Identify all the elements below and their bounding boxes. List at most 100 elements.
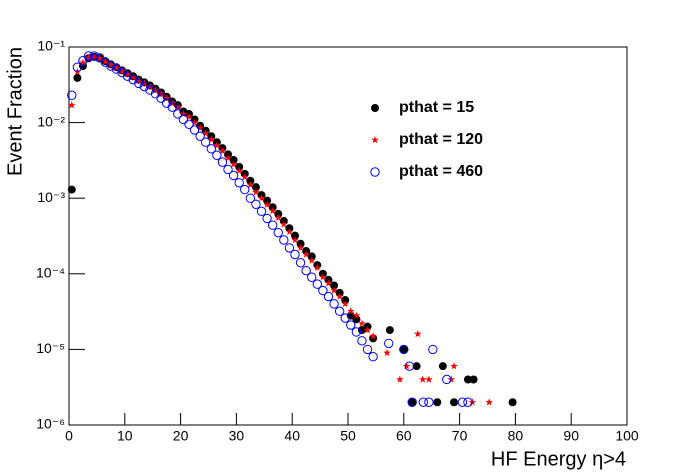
- star-marker: [257, 194, 266, 202]
- star-marker: [402, 362, 411, 370]
- star-marker: [268, 206, 277, 215]
- legend-label: pthat = 15: [399, 99, 474, 116]
- open-circle-marker: [184, 119, 194, 129]
- open-circle-marker: [267, 220, 278, 230]
- open-circle-marker: [357, 336, 367, 346]
- filled-circle-marker: [73, 73, 82, 82]
- open-circle-marker: [318, 285, 328, 296]
- open-circle-marker: [217, 157, 228, 167]
- open-circle-marker: [428, 344, 438, 355]
- star-marker: [363, 326, 372, 334]
- y-tick-label: 10⁻⁵: [36, 340, 65, 356]
- open-circle-marker: [83, 51, 94, 61]
- y-tick-label: 10⁻⁴: [36, 265, 65, 281]
- star-marker: [95, 54, 104, 62]
- star-marker: [341, 299, 350, 308]
- star-marker: [240, 173, 249, 181]
- filled-circle-marker: [450, 398, 459, 407]
- x-tick-label: 90: [563, 428, 579, 444]
- filled-circle-marker: [438, 362, 447, 371]
- filled-circle-marker: [290, 231, 299, 240]
- filled-circle-marker: [371, 104, 379, 112]
- open-circle-marker: [156, 93, 166, 103]
- x-tick-label: 20: [173, 428, 189, 444]
- star-marker: [396, 375, 404, 383]
- star-marker: [285, 227, 294, 235]
- filled-circle-marker: [369, 334, 378, 343]
- filled-circle-marker: [385, 326, 394, 335]
- star-marker: [140, 79, 149, 87]
- star-marker: [213, 141, 221, 149]
- open-circle-marker: [399, 344, 409, 355]
- open-circle-marker: [134, 78, 144, 89]
- filled-circle-marker: [408, 398, 417, 407]
- filled-circle-marker: [508, 398, 517, 407]
- x-tick-label: 70: [452, 428, 468, 444]
- y-tick-label: 10⁻¹: [37, 38, 65, 54]
- open-circle-marker: [404, 361, 415, 371]
- star-marker: [129, 73, 137, 81]
- open-circle-marker: [279, 235, 289, 245]
- star-marker: [371, 136, 379, 144]
- y-axis-title: Event Fraction: [4, 47, 26, 176]
- filled-circle-marker: [352, 315, 361, 324]
- open-circle-marker: [173, 109, 183, 119]
- open-circle-marker: [212, 150, 222, 160]
- open-circle-marker: [195, 131, 205, 141]
- open-circle-marker: [139, 81, 150, 92]
- filled-circle-marker: [412, 362, 421, 371]
- star-marker: [190, 118, 199, 126]
- filled-circle-marker: [246, 176, 255, 185]
- star-marker: [229, 160, 238, 168]
- star-marker: [123, 69, 132, 78]
- star-marker: [174, 103, 182, 111]
- filled-circle-marker: [263, 196, 272, 205]
- star-marker: [252, 188, 260, 196]
- star-marker: [263, 200, 271, 208]
- star-marker: [79, 58, 87, 66]
- star-marker: [369, 332, 377, 340]
- filled-circle-marker: [67, 185, 76, 194]
- star-marker: [67, 101, 76, 109]
- open-circle-marker: [201, 137, 211, 147]
- open-circle-marker: [323, 291, 334, 302]
- open-circle-marker: [228, 170, 239, 181]
- star-marker: [224, 154, 232, 162]
- filled-circle-marker: [235, 162, 244, 171]
- open-circle-marker: [457, 397, 468, 407]
- open-circle-marker: [245, 193, 256, 203]
- y-tick-label: 10⁻⁶: [36, 416, 65, 432]
- filled-circle-marker: [399, 345, 408, 354]
- open-circle-marker: [284, 243, 295, 253]
- x-tick-label: 80: [508, 428, 524, 444]
- legend-label: pthat = 460: [399, 163, 483, 180]
- open-circle-marker: [262, 213, 272, 224]
- star-marker: [84, 53, 93, 62]
- open-circle-marker: [189, 125, 200, 135]
- star-marker: [307, 256, 316, 264]
- open-circle-marker: [301, 265, 311, 276]
- star-marker: [425, 375, 433, 383]
- filled-circle-marker: [229, 156, 238, 165]
- star-marker: [101, 57, 110, 65]
- open-circle-marker: [384, 338, 394, 349]
- star-marker: [134, 76, 143, 84]
- x-tick-label: 100: [615, 428, 639, 444]
- star-marker: [330, 286, 338, 294]
- filled-circle-marker: [307, 252, 316, 261]
- open-circle-marker: [78, 55, 88, 66]
- star-marker: [346, 307, 355, 315]
- y-tick-label: 10⁻³: [37, 189, 65, 205]
- star-marker: [185, 112, 193, 120]
- open-circle-marker: [223, 164, 233, 175]
- open-circle-marker: [370, 167, 380, 177]
- open-circle-marker: [463, 397, 473, 407]
- star-marker: [90, 52, 98, 61]
- open-circle-marker: [346, 320, 356, 330]
- star-marker: [157, 89, 165, 98]
- filled-circle-marker: [251, 183, 260, 192]
- x-tick-label: 0: [65, 428, 73, 444]
- filled-circle-marker: [469, 375, 478, 384]
- open-circle-marker: [329, 299, 339, 309]
- filled-circle-marker: [296, 239, 305, 248]
